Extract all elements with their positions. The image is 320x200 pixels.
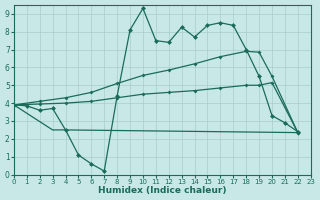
X-axis label: Humidex (Indice chaleur): Humidex (Indice chaleur) [98,186,227,195]
